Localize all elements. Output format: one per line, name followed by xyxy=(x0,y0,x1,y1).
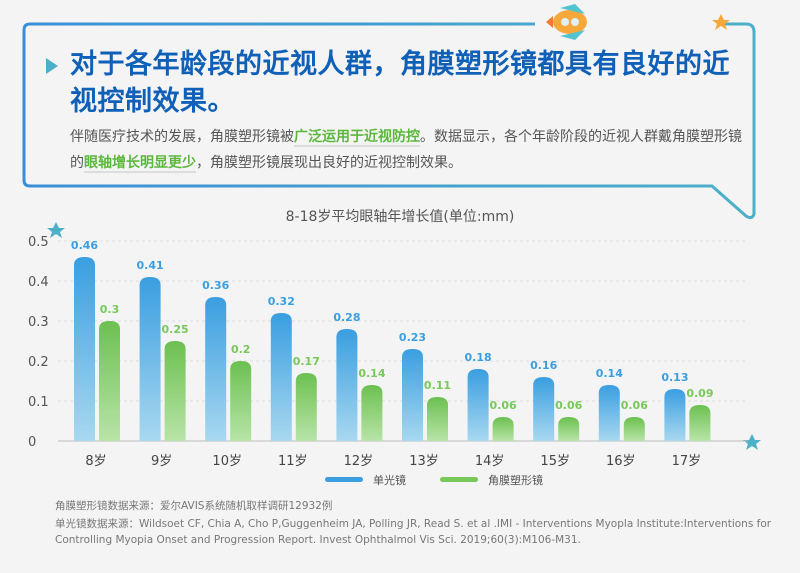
x-tick-label: 11岁 xyxy=(278,454,308,469)
x-tick-label: 10岁 xyxy=(212,454,242,469)
y-tick-label: 0.2 xyxy=(28,355,49,370)
rocket-icon xyxy=(546,4,587,40)
x-tick-label: 9岁 xyxy=(151,454,172,469)
desc-text: ，角膜塑形镜展现出良好的近视控制效果。 xyxy=(196,155,462,171)
data-label: 0.2 xyxy=(231,343,251,356)
x-tick-label: 8岁 xyxy=(85,454,106,469)
y-tick-label: 0.1 xyxy=(28,395,49,410)
y-tick-label: 0.3 xyxy=(28,315,49,330)
bar xyxy=(689,405,711,441)
desc-highlight: 眼轴增长明显更少 xyxy=(84,155,196,173)
y-tick-label: 0.5 xyxy=(28,235,49,250)
bar xyxy=(664,389,686,441)
y-tick-label: 0 xyxy=(28,435,36,450)
data-label: 0.14 xyxy=(596,367,623,380)
x-tick-label: 12岁 xyxy=(344,454,374,469)
bar xyxy=(205,297,227,441)
star-icon xyxy=(47,222,65,238)
bar xyxy=(492,417,514,441)
y-tick-label: 0.4 xyxy=(28,275,49,290)
description: 伴随医疗技术的发展，角膜塑形镜被广泛运用于近视防控。数据显示，各个年龄阶段的近视… xyxy=(70,124,750,176)
data-label: 0.36 xyxy=(202,279,229,292)
footnote: 单光镜数据来源：Wildsoet CF, Chia A, Cho P,Gugge… xyxy=(55,518,772,546)
legend-label: 角膜塑形镜 xyxy=(488,473,543,487)
chart-title: 8-18岁平均眼轴年增长值(单位:mm) xyxy=(285,209,515,225)
bar-chart: 0 0.1 0.2 0.3 0.4 0.5 0.46 0.3 8岁 0.41 0.25 9岁 0.36 0… xyxy=(28,235,748,487)
bar xyxy=(164,341,186,441)
x-tick-label: 13岁 xyxy=(409,454,439,469)
data-label: 0.25 xyxy=(162,323,189,336)
data-label: 0.17 xyxy=(293,355,320,368)
legend-label: 单光镜 xyxy=(373,473,406,487)
data-label: 0.14 xyxy=(358,367,385,380)
bar xyxy=(99,321,120,441)
bar xyxy=(230,361,252,441)
bar xyxy=(467,369,489,441)
desc-text: 。数据显示，各个年龄阶段的近视人群戴角膜塑形镜的 xyxy=(70,129,742,171)
data-label: 0.13 xyxy=(661,371,688,384)
bar xyxy=(270,313,292,441)
bar xyxy=(533,377,555,441)
desc-highlight: 广泛运用于近视防控 xyxy=(294,129,420,147)
data-label: 0.09 xyxy=(686,387,713,400)
triangle-bullet-icon xyxy=(46,58,58,74)
data-label: 0.28 xyxy=(333,311,360,324)
data-label: 0.3 xyxy=(100,303,120,316)
bar xyxy=(623,417,645,441)
x-tick-label: 17岁 xyxy=(672,454,702,469)
data-label: 0.32 xyxy=(268,295,295,308)
bar xyxy=(295,373,317,441)
legend-swatch xyxy=(325,477,363,482)
data-label: 0.06 xyxy=(490,399,517,412)
data-label: 0.16 xyxy=(530,359,557,372)
bar xyxy=(361,385,383,441)
page-title: 对于各年龄段的近视人群，角膜塑形镜都具有良好的近视控制效果。 xyxy=(70,49,730,117)
data-label: 0.06 xyxy=(621,399,648,412)
star-icon xyxy=(743,434,761,450)
data-label: 0.46 xyxy=(71,239,98,252)
bar xyxy=(336,329,358,441)
bar xyxy=(558,417,580,441)
footnote: 角膜塑形镜数据来源：爱尔AVIS系统随机取样调研12932例 xyxy=(55,500,333,512)
bar xyxy=(139,277,161,441)
data-label: 0.18 xyxy=(465,351,492,364)
x-tick-label: 14岁 xyxy=(475,454,505,469)
data-label: 0.41 xyxy=(137,259,164,272)
callout-border xyxy=(22,22,756,220)
star-icon xyxy=(712,14,730,30)
data-label: 0.06 xyxy=(555,399,582,412)
x-tick-label: 15岁 xyxy=(540,454,570,469)
bar xyxy=(402,349,423,441)
bar xyxy=(427,397,448,441)
desc-text: 伴随医疗技术的发展，角膜塑形镜被 xyxy=(70,129,294,145)
bar xyxy=(598,385,620,441)
legend-swatch xyxy=(440,477,478,482)
x-tick-label: 16岁 xyxy=(606,454,636,469)
data-label: 0.23 xyxy=(399,331,426,344)
bar xyxy=(74,257,95,441)
data-label: 0.11 xyxy=(424,379,451,392)
